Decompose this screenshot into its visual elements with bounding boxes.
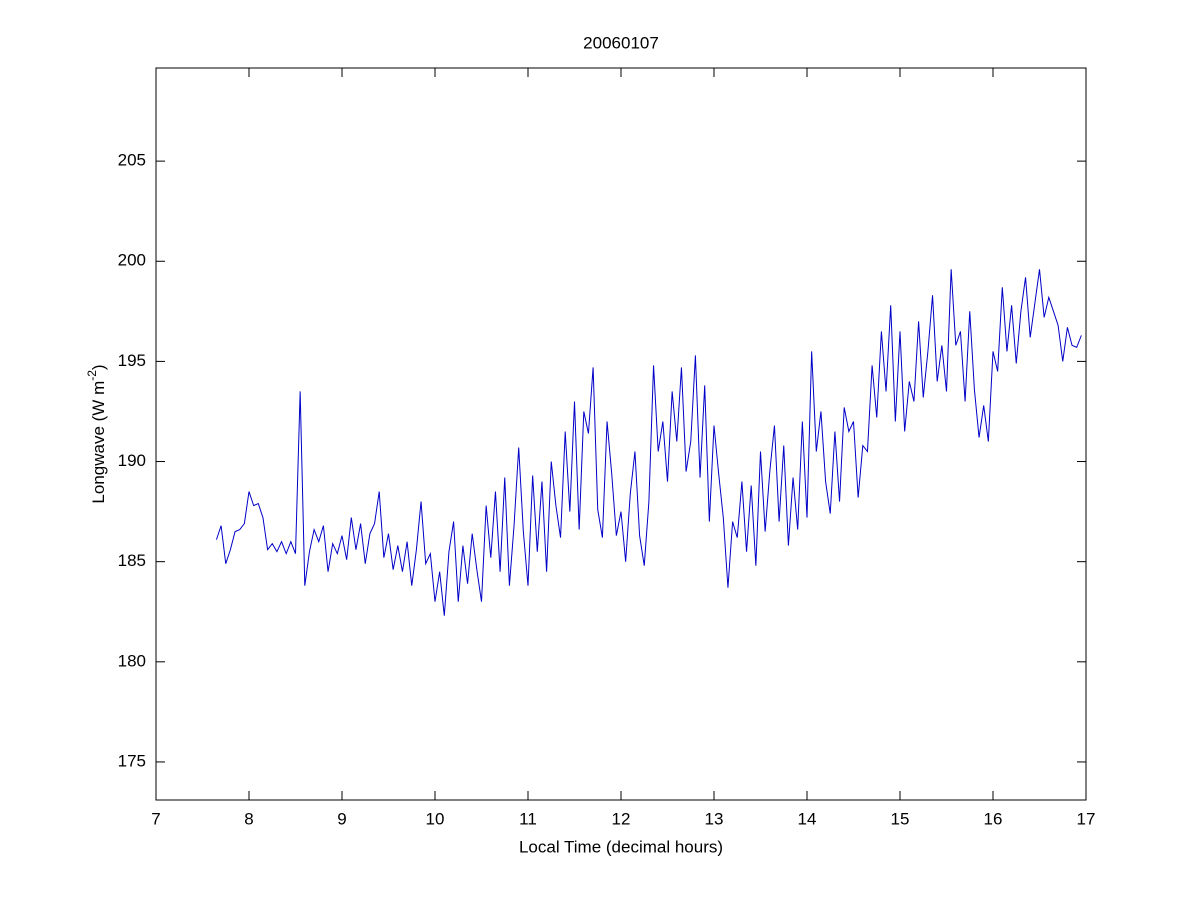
x-tick-label: 8 bbox=[244, 809, 253, 828]
y-tick-label: 190 bbox=[118, 451, 146, 470]
x-tick-label: 11 bbox=[519, 809, 537, 828]
y-axis-label-text: Longwave (W m bbox=[89, 381, 108, 504]
x-tick-label: 16 bbox=[984, 809, 1003, 828]
x-tick-label: 9 bbox=[337, 809, 346, 828]
x-tick-label: 14 bbox=[798, 809, 817, 828]
x-tick-label: 12 bbox=[612, 809, 631, 828]
y-tick-label: 205 bbox=[118, 151, 146, 170]
y-tick-label: 180 bbox=[118, 651, 146, 670]
data-line bbox=[215, 269, 1082, 616]
x-tick-label: 10 bbox=[426, 809, 445, 828]
y-axis-label: Longwave (W m-2) bbox=[85, 364, 108, 503]
y-axis-label-superscript: -2 bbox=[85, 370, 99, 381]
y-tick-label: 200 bbox=[118, 251, 146, 270]
y-tick-label: 175 bbox=[118, 751, 146, 770]
y-axis-label-suffix: ) bbox=[89, 364, 108, 370]
x-tick-label: 7 bbox=[151, 809, 160, 828]
x-tick-label: 13 bbox=[705, 809, 724, 828]
x-tick-label: 17 bbox=[1077, 809, 1096, 828]
x-axis-label: Local Time (decimal hours) bbox=[519, 837, 723, 856]
chart-title: 20060107 bbox=[583, 33, 659, 52]
x-tick-label: 15 bbox=[891, 809, 910, 828]
y-tick-label: 195 bbox=[118, 351, 146, 370]
y-tick-label: 185 bbox=[118, 551, 146, 570]
